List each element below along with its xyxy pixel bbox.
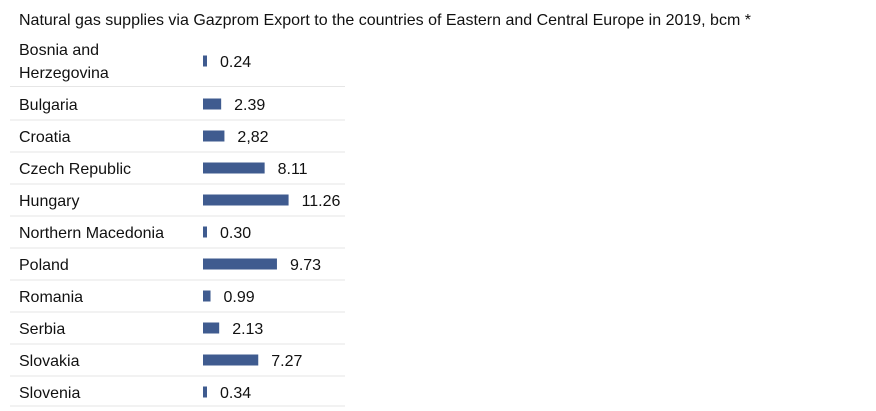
value-label: 0.24 xyxy=(220,54,251,71)
category-label: Bulgaria xyxy=(19,97,78,114)
value-label: 2.13 xyxy=(232,321,263,338)
bar xyxy=(203,354,259,366)
category-label: Slovenia xyxy=(19,385,80,402)
category-label: Croatia xyxy=(19,129,71,146)
category-label: Romania xyxy=(19,289,83,306)
category-label: Hungary xyxy=(19,193,79,210)
category-label: Northern Macedonia xyxy=(19,225,164,242)
bar xyxy=(203,55,207,67)
bar xyxy=(203,386,207,398)
category-label: Bosnia and Herzegovina xyxy=(19,42,109,82)
value-label: 2.39 xyxy=(234,97,265,114)
value-label: 7.27 xyxy=(271,353,302,370)
bar xyxy=(203,322,220,334)
bar xyxy=(203,258,277,270)
category-label-line: Herzegovina xyxy=(19,65,109,82)
bar xyxy=(203,162,265,174)
bar xyxy=(203,290,211,302)
chart-title: Natural gas supplies via Gazprom Export … xyxy=(19,12,751,29)
value-label: 0.34 xyxy=(220,385,251,402)
bar xyxy=(203,130,225,142)
bar xyxy=(203,226,207,238)
value-label: 9.73 xyxy=(290,257,321,274)
value-label: 8.11 xyxy=(278,161,308,178)
bar xyxy=(203,98,222,110)
value-label: 0.30 xyxy=(220,225,251,242)
value-label: 0.99 xyxy=(224,289,255,306)
category-label: Slovakia xyxy=(19,353,80,370)
value-label: 2,82 xyxy=(237,129,268,146)
category-label: Serbia xyxy=(19,321,65,338)
category-label-line: Bosnia and xyxy=(19,42,99,59)
bar xyxy=(203,194,289,206)
value-label: 11.26 xyxy=(302,193,341,210)
category-label: Poland xyxy=(19,257,69,274)
category-label: Czech Republic xyxy=(19,161,131,178)
